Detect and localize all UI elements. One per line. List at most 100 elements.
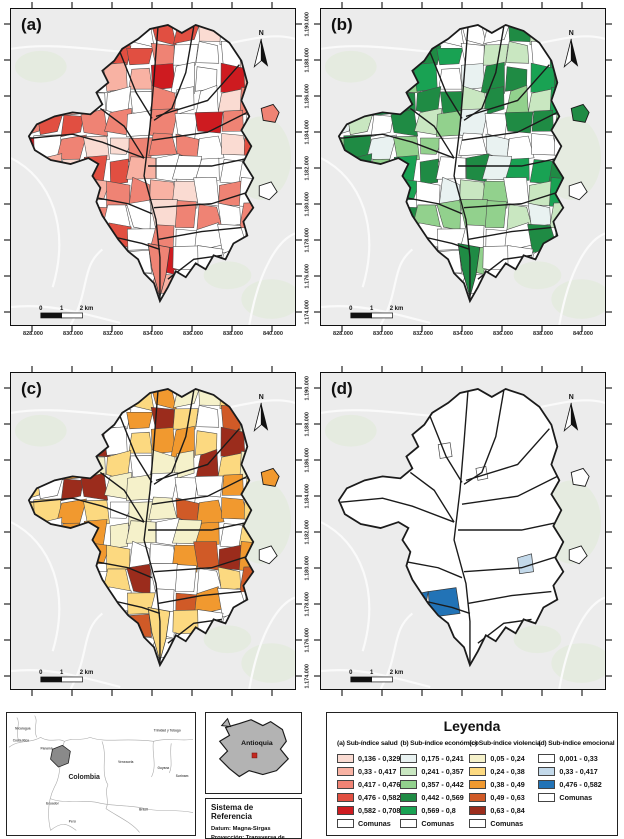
- choropleth-map-violencia: N 0 1 2 km: [11, 373, 295, 689]
- legend-section-title: (c) Sub-índice violencia: [469, 740, 541, 747]
- legend-range-label: 0,569 - 0,8: [421, 806, 456, 815]
- x-axis-labels-a: 828.000 830.000 832.000 834.000 836.000 838.0…: [10, 331, 296, 341]
- x-axis-labels-b: 828.000 830.000 832.000 834.000 836.000 838.0…: [320, 331, 606, 341]
- legend-color-swatch: [337, 780, 354, 789]
- legend-item: 0,38 - 0,49: [469, 778, 538, 791]
- y-tick-label: 1.182.000: [304, 520, 311, 545]
- legend-range-label: 0,001 - 0,33: [559, 754, 598, 763]
- legend-range-label: 0,357 - 0,442: [421, 780, 464, 789]
- svg-text:2 km: 2 km: [80, 306, 94, 312]
- svg-text:0: 0: [39, 306, 43, 312]
- legend-color-swatch: [538, 780, 556, 789]
- legend-color-swatch: [469, 754, 487, 763]
- legend-item: 0,582 - 0,708: [337, 804, 400, 817]
- reference-projection: Proyección: Transversa de Mercator: [211, 834, 285, 839]
- legend-item: 0,136 - 0,329: [337, 752, 400, 765]
- legend-range-label: 0,49 - 0,63: [490, 793, 525, 802]
- legend-color-swatch: [469, 806, 487, 815]
- y-tick-label: 1.190.000: [304, 376, 311, 401]
- y-tick-label: 1.182.000: [304, 156, 311, 181]
- country-label: Perú: [69, 819, 76, 823]
- svg-text:1: 1: [60, 670, 64, 676]
- antioquia-label: Antioquia: [241, 740, 273, 747]
- legend-color-swatch: [400, 819, 418, 828]
- x-tick-label: 838.000: [533, 331, 553, 337]
- x-tick-label: 834.000: [143, 331, 163, 337]
- svg-text:0: 0: [349, 306, 353, 312]
- legend-color-swatch: [337, 767, 354, 776]
- legend-item: Comunas: [337, 817, 400, 830]
- choropleth-map-emocional: N 0 1 2 km: [321, 373, 605, 689]
- country-label: Colombia: [68, 774, 100, 781]
- legend-color-swatch: [469, 767, 487, 776]
- legend-item: 0,569 - 0,8: [400, 804, 469, 817]
- legend-item: 0,417 - 0,476: [337, 778, 400, 791]
- y-tick-label: 1.178.000: [304, 592, 311, 617]
- svg-text:1: 1: [370, 670, 374, 676]
- legend-range-label: Comunas: [490, 819, 524, 828]
- legend-item: 0,33 - 0,417: [538, 765, 607, 778]
- svg-text:0: 0: [349, 670, 353, 676]
- x-tick-label: 828.000: [333, 331, 353, 337]
- country-label: Guyana: [158, 766, 170, 770]
- x-tick-label: 840.000: [573, 331, 593, 337]
- x-tick-label: 836.000: [493, 331, 513, 337]
- svg-text:1: 1: [370, 306, 374, 312]
- legend-range-label: 0,33 - 0,417: [358, 767, 397, 776]
- colombia-map: Nicaragua Costa Rica Panamá Colombia Venezue…: [7, 713, 195, 835]
- antioquia-shape: [218, 719, 290, 778]
- scale-bar: 0 1 2 km: [349, 306, 403, 319]
- country-label: Venezuela: [118, 760, 134, 764]
- antioquia-highlight: [50, 744, 71, 768]
- legend-range-label: 0,175 - 0,241: [421, 754, 464, 763]
- x-tick-label: 840.000: [263, 331, 283, 337]
- north-arrow-icon: N: [563, 394, 579, 432]
- y-tick-label: 1.190.000: [304, 12, 311, 37]
- legend-color-swatch: [337, 754, 354, 763]
- legend-item: 0,357 - 0,442: [400, 778, 469, 791]
- legend-range-label: 0,442 - 0,569: [421, 793, 464, 802]
- y-tick-label: 1.180.000: [304, 192, 311, 217]
- legend-color-swatch: [400, 754, 418, 763]
- y-tick-label: 1.180.000: [304, 556, 311, 581]
- legend-range-label: Comunas: [358, 819, 391, 828]
- x-tick-label: 828.000: [23, 331, 43, 337]
- legend-range-label: 0,417 - 0,476: [358, 780, 401, 789]
- north-arrow-icon: N: [253, 394, 269, 432]
- country-label: Surinam: [176, 774, 189, 778]
- y-axis-labels-row2: 1.190.000 1.188.000 1.186.000 1.184.000 1.18…: [296, 372, 320, 690]
- legend-item: 0,05 - 0,24: [469, 752, 538, 765]
- legend-box: Leyenda (a) Sub-índice salud 0,136 - 0,32…: [326, 712, 618, 836]
- x-tick-label: 832.000: [103, 331, 123, 337]
- legend-section-title: (a) Sub-índice salud: [337, 740, 398, 747]
- svg-text:2 km: 2 km: [80, 670, 94, 676]
- country-label: Ecuador: [46, 802, 59, 806]
- country-label: Brasil: [139, 808, 148, 812]
- reference-title: Sistema de Referencia: [211, 803, 254, 821]
- legend-range-label: 0,136 - 0,329: [358, 754, 401, 763]
- legend-range-label: 0,582 - 0,708: [358, 806, 401, 815]
- panel-a-map: N 0 1 2 km (a): [4, 2, 302, 332]
- svg-text:0: 0: [39, 670, 43, 676]
- legend-item: 0,33 - 0,417: [337, 765, 400, 778]
- panel-d-map: N 0 1 2 km (d): [314, 366, 612, 696]
- y-tick-label: 1.184.000: [304, 484, 311, 509]
- x-tick-label: 834.000: [453, 331, 473, 337]
- y-tick-label: 1.174.000: [304, 300, 311, 325]
- legend-range-label: Comunas: [559, 793, 593, 802]
- panel-c-label: (c): [21, 379, 42, 398]
- legend-color-swatch: [400, 793, 418, 802]
- svg-text:N: N: [569, 394, 574, 401]
- legend-title: Leyenda: [443, 718, 501, 734]
- legend-color-swatch: [538, 767, 556, 776]
- legend-sections: (a) Sub-índice salud 0,136 - 0,329 0,33 - …: [327, 734, 617, 830]
- y-tick-label: 1.174.000: [304, 664, 311, 689]
- country-label: Costa Rica: [13, 738, 30, 742]
- legend-item: Comunas: [469, 817, 538, 830]
- y-tick-label: 1.186.000: [304, 84, 311, 109]
- legend-item: Comunas: [538, 791, 607, 804]
- legend-section-c: (c) Sub-índice violencia 0,05 - 0,24 0,24 …: [469, 740, 541, 830]
- panel-a-label: (a): [21, 15, 42, 34]
- legend-range-label: 0,38 - 0,49: [490, 780, 525, 789]
